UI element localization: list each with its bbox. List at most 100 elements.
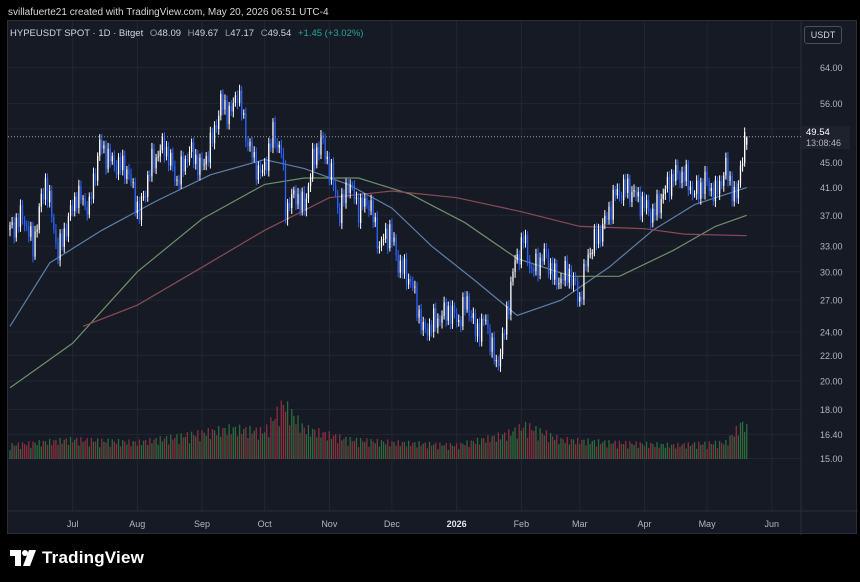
candle-body	[297, 193, 299, 205]
candle-body	[702, 182, 704, 195]
candle-body	[253, 152, 255, 158]
candle-body	[355, 197, 358, 199]
x-tick-label: Nov	[321, 519, 338, 529]
candle-body	[564, 261, 566, 281]
volume-bar	[693, 442, 696, 459]
candle-body	[82, 198, 84, 200]
volume-bar	[746, 423, 748, 459]
volume-bar	[418, 441, 420, 459]
candle-body	[67, 216, 70, 237]
volume-bar	[341, 440, 343, 459]
volume-bar	[401, 441, 404, 459]
volume-bar	[303, 427, 305, 459]
candle-body	[664, 188, 666, 195]
chart-pane[interactable]: 64.0056.0051.0045.0041.0037.0033.0030.00…	[7, 20, 858, 535]
volume-bar	[639, 442, 641, 459]
volume-bar	[163, 438, 166, 459]
volume-bar	[86, 438, 88, 459]
candle-body	[113, 155, 116, 166]
candle-body	[238, 90, 241, 104]
candle-body	[499, 354, 502, 367]
volume-bar	[662, 443, 664, 459]
candle-body	[359, 197, 362, 224]
candle-body	[343, 193, 345, 203]
volume-bar	[247, 437, 249, 459]
volume-bar	[351, 441, 353, 459]
volume-bar	[374, 443, 376, 459]
volume-bar	[274, 418, 276, 459]
volume-bar	[307, 425, 310, 459]
volume-bar	[599, 443, 602, 459]
volume-bar	[629, 441, 631, 459]
candle-body	[414, 286, 416, 288]
volume-bar	[445, 442, 447, 459]
candle-body	[629, 178, 631, 202]
candle-body	[581, 296, 583, 300]
candle-body	[211, 132, 214, 144]
candle-body	[347, 182, 349, 193]
candle-body	[241, 90, 243, 115]
volume-bar	[556, 434, 558, 459]
volume-bar	[403, 441, 406, 459]
volume-bar	[668, 447, 671, 459]
candle-body	[324, 138, 326, 160]
volume-bar	[311, 428, 314, 459]
volume-bar	[355, 437, 358, 459]
volume-bar	[691, 444, 694, 459]
candle-body	[261, 169, 264, 173]
volume-bar	[109, 446, 111, 459]
volume-bar	[670, 444, 673, 459]
candle-body	[562, 278, 564, 281]
candle-body	[245, 113, 247, 142]
price-chart-svg[interactable]: 64.0056.0051.0045.0041.0037.0033.0030.00…	[8, 21, 858, 535]
volume-bar	[184, 437, 186, 459]
volume-bar	[487, 435, 489, 459]
volume-bar	[583, 439, 585, 459]
candle-body	[453, 305, 456, 314]
volume-bar	[506, 440, 508, 459]
candle-body	[522, 237, 525, 243]
candle-body	[531, 268, 533, 270]
tradingview-brand[interactable]: TradingView	[10, 548, 144, 568]
candle-body	[339, 207, 341, 224]
volume-bar	[266, 424, 268, 459]
candle-body	[514, 260, 516, 272]
volume-bar	[566, 437, 568, 459]
volume-bar	[44, 441, 47, 459]
candle-body	[163, 137, 166, 157]
ma-mid-line	[9, 177, 747, 389]
candle-body	[337, 193, 339, 208]
candle-body	[349, 184, 351, 193]
volume-bar	[541, 433, 543, 459]
y-tick-label: 30.00	[820, 267, 843, 277]
volume-bar	[353, 440, 356, 459]
candle-body	[263, 161, 266, 170]
currency-unit-button[interactable]: USDT	[804, 26, 842, 44]
candle-body	[199, 157, 201, 176]
volume-bar	[261, 433, 264, 459]
volume-bar	[172, 439, 174, 459]
candle-body	[731, 175, 733, 202]
volume-bar	[272, 421, 274, 459]
volume-bar	[111, 439, 113, 459]
candle-body	[201, 157, 203, 166]
candle-body	[190, 142, 193, 152]
y-tick-label: 15.00	[820, 454, 843, 464]
volume-bar	[451, 445, 454, 459]
candle-body	[556, 263, 558, 285]
low-value: 47.17	[230, 28, 255, 39]
volume-bar	[733, 436, 735, 459]
candle-body	[88, 196, 90, 215]
volume-bar	[499, 439, 502, 459]
candle-body	[403, 258, 406, 274]
candle-body	[495, 359, 497, 362]
candle-body	[455, 313, 458, 323]
volume-bar	[71, 442, 74, 459]
volume-bar	[410, 445, 412, 459]
candle-body	[107, 148, 109, 169]
volume-bar	[476, 437, 479, 459]
candle-body	[314, 148, 316, 165]
candle-body	[42, 193, 45, 200]
y-tick-label: 20.00	[820, 376, 843, 386]
volume-bar	[99, 447, 101, 459]
